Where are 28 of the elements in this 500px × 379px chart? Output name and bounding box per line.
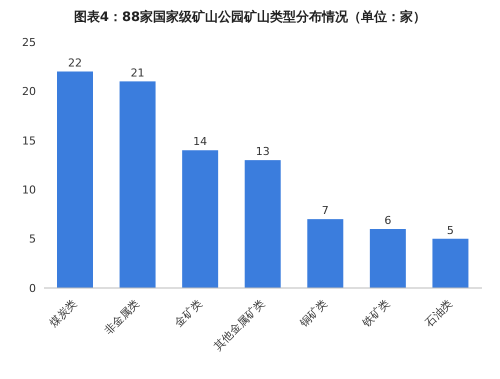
bar (370, 228, 406, 288)
x-tick-label: 非金属类 (102, 297, 142, 338)
y-tick-label: 25 (22, 36, 36, 49)
data-label: 5 (446, 224, 454, 237)
bar (57, 72, 93, 288)
x-tick-label: 铜矿类 (296, 297, 330, 330)
data-label: 14 (193, 135, 208, 148)
y-tick-label: 0 (29, 282, 36, 295)
data-label: 21 (130, 66, 145, 80)
x-tick-label: 金矿类 (172, 297, 205, 330)
bar (307, 219, 344, 288)
bar (120, 81, 156, 288)
data-label: 6 (384, 214, 392, 227)
data-label: 22 (68, 56, 82, 70)
x-tick-label: 其他金属矿类 (211, 297, 268, 353)
x-tick-label: 煤炭类 (47, 297, 80, 330)
y-tick-label: 20 (22, 85, 36, 98)
y-tick-label: 10 (22, 184, 36, 197)
x-tick-label: 石油类 (422, 297, 455, 330)
chart-title: 图表4：88家国家级矿山公园矿山类型分布情况（单位：家） (72, 8, 428, 27)
data-label: 13 (256, 145, 270, 158)
data-label: 7 (322, 204, 329, 218)
y-tick-label: 15 (22, 134, 36, 148)
y-tick-label: 5 (29, 232, 36, 246)
x-tick-label: 铁矿类 (359, 297, 392, 330)
bar (182, 150, 218, 288)
bar (432, 238, 468, 288)
bar (244, 160, 281, 288)
